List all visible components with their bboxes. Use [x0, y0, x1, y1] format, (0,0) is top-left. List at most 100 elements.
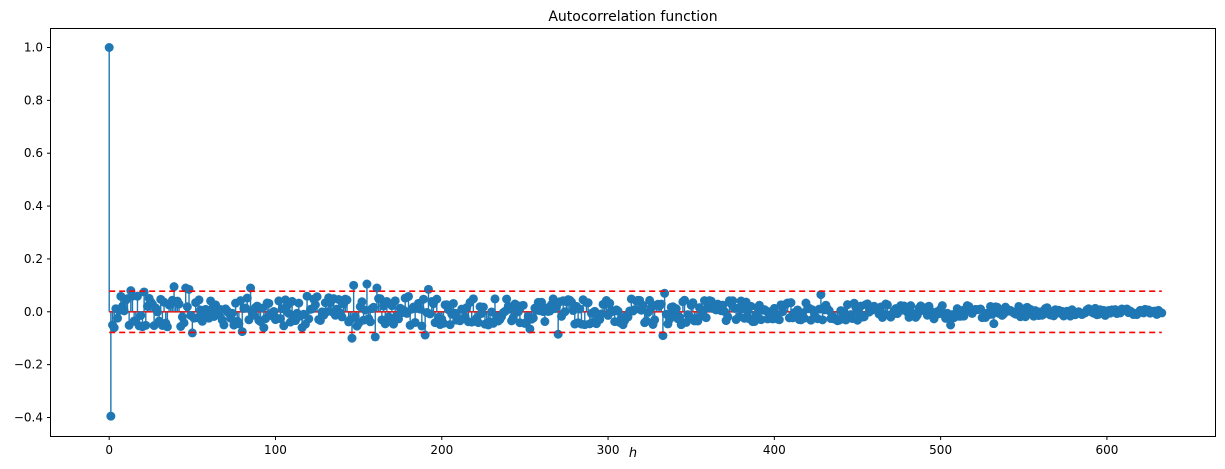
acf-point [660, 288, 670, 298]
y-tick-label: 1.0 [24, 41, 43, 55]
acf-point [362, 279, 372, 289]
acf-point [418, 294, 428, 304]
x-tick-label: 600 [1095, 443, 1118, 457]
acf-point [370, 332, 380, 342]
plot-area [104, 43, 1167, 421]
acf-point [987, 309, 997, 319]
acf-point [882, 300, 892, 310]
acf-point [380, 319, 390, 329]
acf-point [179, 318, 189, 328]
acf-point [645, 295, 655, 305]
acf-point [425, 309, 435, 319]
y-tick-label: 0.0 [24, 305, 43, 319]
acf-point [234, 319, 244, 329]
acf-point [723, 312, 733, 322]
acf-point [906, 301, 916, 311]
acf-point [1020, 312, 1030, 322]
x-tick-label: 0 [105, 443, 113, 457]
acf-point [423, 284, 433, 294]
acf-point [490, 294, 500, 304]
acf-point [337, 312, 347, 322]
acf-point [241, 303, 251, 313]
acf-point [665, 314, 675, 324]
x-axis: 0 100 200 300 400 500 600 [105, 436, 1118, 457]
acf-point [141, 320, 151, 330]
acf-point [769, 303, 779, 313]
acf-point [468, 294, 478, 304]
acf-point [976, 304, 986, 314]
acf-point [109, 323, 119, 333]
y-tick-label: 0.4 [24, 199, 43, 213]
acf-point [528, 313, 538, 323]
acf-point [583, 298, 593, 308]
y-tick-label: 0.6 [24, 146, 43, 160]
acf-point [518, 300, 528, 310]
x-axis-label: h [629, 446, 637, 461]
acf-point [575, 304, 585, 314]
acf-point [641, 316, 651, 326]
acf-point [415, 304, 425, 314]
y-tick-label: −0.4 [14, 411, 43, 425]
acf-point [675, 312, 685, 322]
acf-point [478, 302, 488, 312]
acf-point [372, 283, 382, 293]
chart-title: Autocorrelation function [548, 9, 717, 25]
acf-point [369, 302, 379, 312]
acf-point [184, 284, 194, 294]
acf-point [169, 282, 179, 292]
acf-point [269, 306, 279, 316]
acf-point [658, 331, 668, 341]
acf-point [310, 300, 320, 310]
acf-point [259, 323, 269, 333]
acf-point [274, 296, 284, 306]
acf-point [816, 290, 826, 300]
acf-point [778, 307, 788, 317]
acf-point [342, 295, 352, 305]
x-tick-label: 400 [763, 443, 786, 457]
x-tick-label: 100 [264, 443, 287, 457]
acf-point [410, 317, 420, 327]
acf-point [502, 294, 512, 304]
stem-markers [104, 43, 1167, 421]
x-tick-label: 500 [929, 443, 952, 457]
acf-point [312, 292, 322, 302]
acf-point [113, 313, 123, 323]
acf-point [650, 315, 660, 325]
acf-point [365, 317, 375, 327]
acf-point [104, 43, 114, 52]
acf-point [119, 306, 129, 316]
acf-point [182, 302, 192, 312]
acf-point [553, 329, 563, 339]
acf-point [525, 324, 535, 334]
acf-point [246, 283, 256, 293]
acf-point [404, 291, 414, 301]
acf-point [756, 315, 766, 325]
acf-point [445, 320, 455, 330]
x-tick-label: 300 [597, 443, 620, 457]
acf-point [688, 298, 698, 308]
acf-point [448, 298, 458, 308]
acf-point [560, 307, 570, 317]
y-tick-label: 0.8 [24, 93, 43, 107]
acf-point [227, 308, 237, 318]
acf-point [638, 300, 648, 310]
y-tick-label: 0.2 [24, 252, 43, 266]
acf-point [357, 297, 367, 307]
acf-point [304, 314, 314, 324]
acf-point [390, 296, 400, 306]
acf-point [279, 321, 289, 331]
acf-point [701, 313, 711, 323]
acf-point [106, 411, 116, 421]
acf-point [132, 291, 142, 301]
x-tick-label: 200 [430, 443, 453, 457]
acf-point [937, 301, 947, 311]
acf-point [946, 320, 956, 330]
acf-point [275, 314, 285, 324]
acf-point [347, 333, 357, 343]
acf-point [605, 298, 615, 308]
acf-point [989, 319, 999, 329]
acf-point [728, 296, 738, 306]
acf-point [194, 295, 204, 305]
